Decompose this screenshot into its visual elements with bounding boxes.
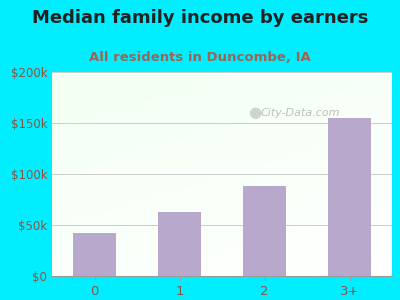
Text: Median family income by earners: Median family income by earners (32, 9, 368, 27)
Text: ●: ● (248, 105, 261, 120)
Bar (73, 233, 116, 276)
Bar (158, 212, 201, 276)
Text: City-Data.com: City-Data.com (260, 108, 340, 118)
Bar (243, 186, 286, 276)
Text: All residents in Duncombe, IA: All residents in Duncombe, IA (89, 51, 311, 64)
Bar (328, 118, 371, 276)
